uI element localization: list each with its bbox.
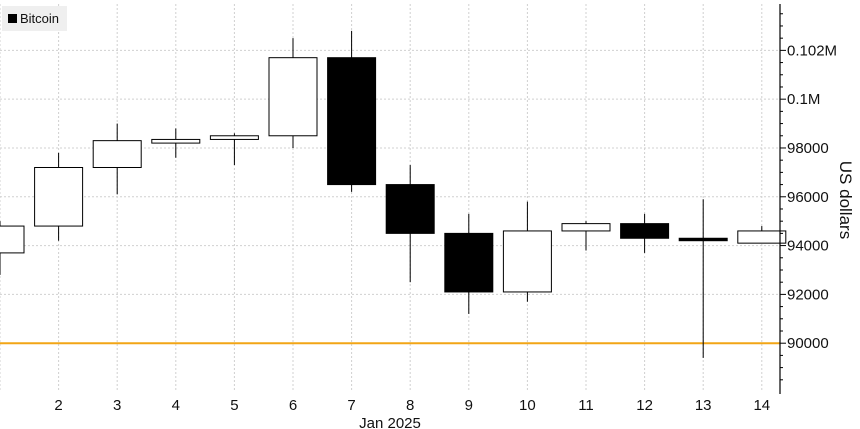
x-tick-label: 5 — [230, 397, 238, 414]
x-tick-label: 12 — [636, 397, 653, 414]
x-tick-label: 14 — [753, 397, 770, 414]
candle-body — [209, 135, 259, 140]
x-tick-label: 4 — [172, 397, 180, 414]
candle-body — [151, 138, 201, 144]
candle-body — [385, 184, 435, 234]
y-tick-label: 0.1M — [787, 91, 820, 108]
y-tick-label: 0.102M — [787, 42, 837, 59]
y-tick-label: 96000 — [787, 189, 829, 206]
y-tick-label: 94000 — [787, 238, 829, 255]
legend: Bitcoin — [2, 6, 68, 31]
candle-body — [502, 230, 552, 293]
x-tick-label: 7 — [347, 397, 355, 414]
candle-body — [327, 57, 377, 186]
y-tick-label: 90000 — [787, 335, 829, 352]
candle-body — [444, 232, 494, 293]
candle-body — [561, 223, 611, 232]
x-axis-title: Jan 2025 — [359, 415, 421, 429]
legend-label: Bitcoin — [20, 11, 60, 26]
x-tick-label: 6 — [289, 397, 297, 414]
x-tick-label: 9 — [465, 397, 473, 414]
candle-body — [678, 237, 728, 242]
x-tick-label: 10 — [519, 397, 536, 414]
y-axis-title: US dollars — [836, 161, 855, 239]
candle-body — [737, 230, 787, 244]
candle-body — [92, 140, 142, 168]
x-tick-label: 3 — [113, 397, 121, 414]
x-tick-label: 8 — [406, 397, 414, 414]
legend-swatch — [8, 14, 17, 23]
y-tick-label: 92000 — [787, 286, 829, 303]
candle-body — [34, 166, 84, 227]
y-tick-label: 98000 — [787, 140, 829, 157]
x-tick-label: 2 — [54, 397, 62, 414]
x-tick-label: 13 — [695, 397, 712, 414]
candle-body — [268, 57, 318, 137]
candle-body — [620, 223, 670, 239]
x-tick-label: 11 — [578, 397, 594, 414]
candle-body — [0, 225, 25, 254]
